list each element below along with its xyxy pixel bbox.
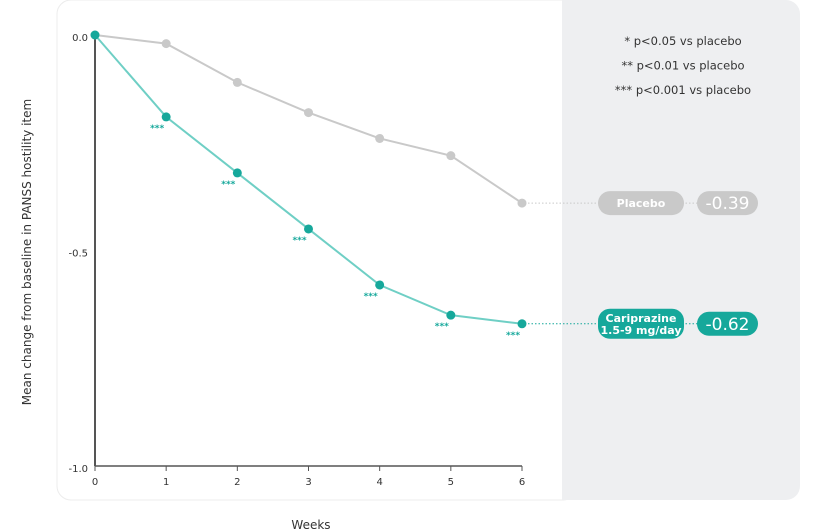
x-tick-label: 4	[376, 477, 382, 488]
y-tick-label: -0.5	[68, 249, 88, 260]
significance-marker: ***	[506, 331, 520, 341]
data-point	[375, 133, 385, 143]
data-point	[161, 112, 171, 122]
x-tick-label: 1	[163, 477, 169, 488]
data-point	[304, 108, 313, 118]
significance-marker: ***	[364, 292, 378, 302]
series-name-pill	[598, 191, 684, 216]
label-panel	[562, 0, 800, 500]
data-point	[232, 77, 242, 87]
y-tick-label: 0.0	[72, 33, 88, 44]
data-point	[446, 151, 456, 161]
data-point	[446, 310, 456, 320]
series-name-label: Placebo	[617, 197, 666, 210]
y-axis-label: Mean change from baseline in PANSS hosti…	[20, 99, 34, 405]
series-name-label: Cariprazine	[606, 312, 677, 325]
data-point	[517, 198, 527, 208]
plot-panel	[56, 0, 578, 501]
significance-legend-item: ** p<0.01 vs placebo	[621, 59, 744, 73]
x-tick-label: 3	[305, 477, 311, 488]
end-value-label: -0.39	[706, 194, 750, 214]
series-name-pill	[598, 308, 684, 339]
significance-legend-item: * p<0.05 vs placebo	[624, 34, 741, 48]
end-value-pill	[697, 311, 758, 336]
x-tick-label: 5	[448, 477, 454, 488]
data-point	[232, 168, 242, 178]
x-tick-label: 0	[92, 477, 98, 488]
x-tick-label: 2	[234, 477, 240, 488]
significance-marker: ***	[150, 124, 164, 134]
x-tick-label: 6	[519, 477, 525, 488]
x-axis-label: Weeks	[291, 518, 330, 531]
significance-marker: ***	[435, 322, 449, 332]
significance-marker: ***	[292, 236, 306, 246]
data-point	[304, 224, 313, 234]
significance-marker: ***	[221, 180, 235, 190]
data-point	[517, 319, 527, 329]
data-point	[90, 30, 100, 40]
y-tick-label: -1.0	[68, 464, 88, 475]
end-value-pill	[697, 191, 758, 216]
significance-legend-item: *** p<0.001 vs placebo	[615, 83, 751, 97]
series-name-label: 1.5-9 mg/day	[600, 324, 681, 337]
end-value-label: -0.62	[706, 315, 750, 335]
data-point	[375, 280, 385, 290]
data-point	[161, 39, 171, 49]
